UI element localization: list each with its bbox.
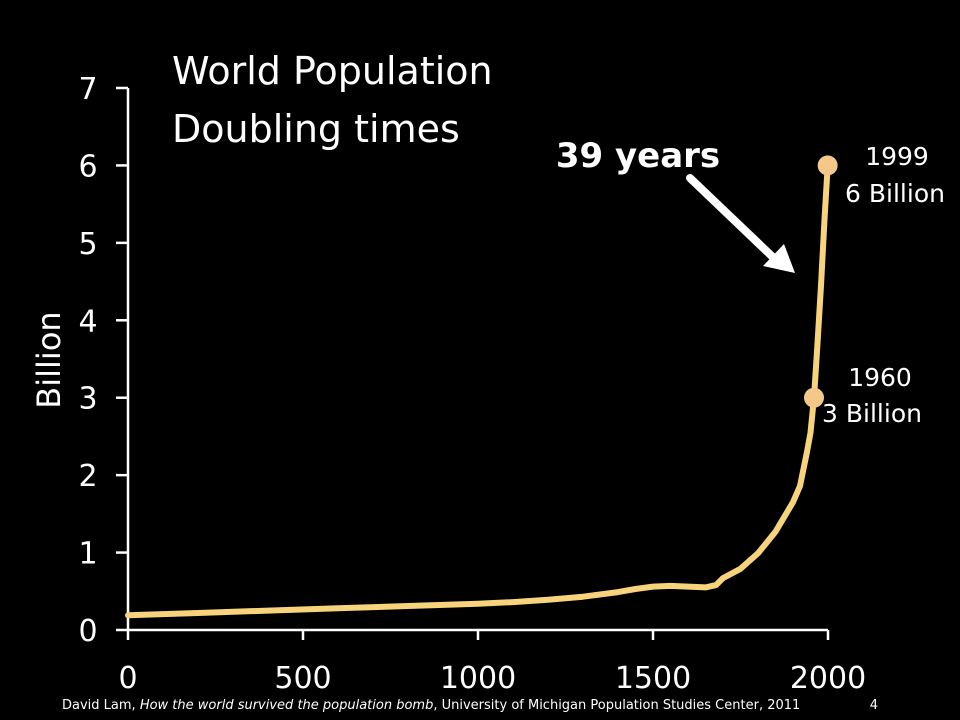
doubling-callout: 39 years <box>556 136 720 176</box>
y-tick-label: 3 <box>78 382 97 417</box>
source-note: David Lam, How the world survived the po… <box>62 698 800 713</box>
population-line <box>125 162 831 619</box>
marker-1999-year: 1999 <box>865 142 929 171</box>
axes: 0 1 2 3 4 5 6 7 0 500 1000 1500 2000 <box>78 72 866 696</box>
y-tick-label: 6 <box>78 149 97 184</box>
x-tick-label: 0 <box>118 661 137 696</box>
y-tick-label: 4 <box>78 304 97 339</box>
marker-point-1960 <box>804 387 824 408</box>
page-number: 4 <box>870 698 878 713</box>
y-axis-label: Billion <box>30 311 68 408</box>
marker-1999-value: 6 Billion <box>845 179 945 208</box>
callout-arrow-icon <box>686 174 795 273</box>
x-tick-label: 1000 <box>440 661 516 696</box>
chart-title: World Population <box>172 49 493 93</box>
chart-subtitle: Doubling times <box>172 107 460 151</box>
marker-1960-year: 1960 <box>848 363 912 392</box>
y-tick-label: 0 <box>78 614 97 649</box>
marker-1960-value: 3 Billion <box>822 399 922 428</box>
marker-point-1999 <box>817 155 838 176</box>
y-tick-label: 5 <box>78 227 97 262</box>
plot-area <box>125 155 838 619</box>
y-tick-label: 1 <box>78 537 97 572</box>
y-tick-label: 7 <box>78 72 97 107</box>
x-tick-label: 500 <box>274 661 331 696</box>
x-tick-label: 2000 <box>790 661 866 696</box>
y-tick-label: 2 <box>78 459 97 494</box>
x-tick-label: 1500 <box>615 661 691 696</box>
